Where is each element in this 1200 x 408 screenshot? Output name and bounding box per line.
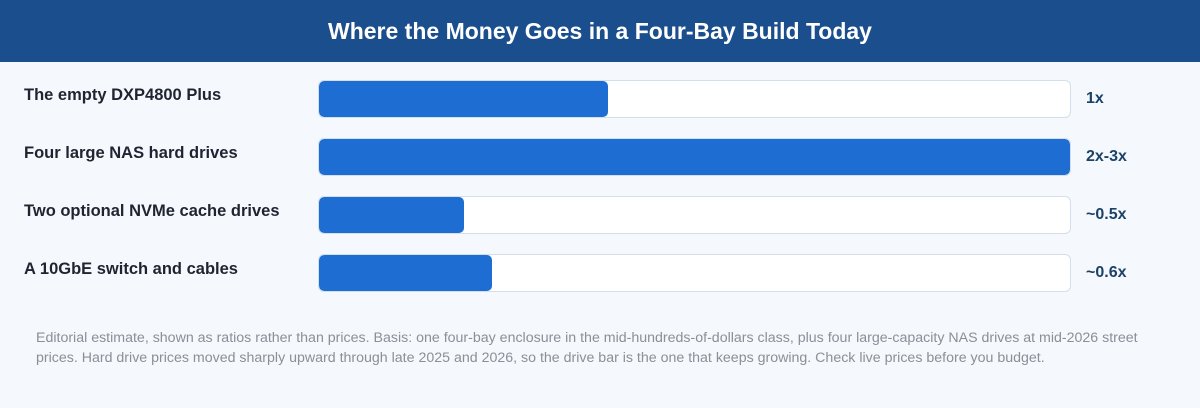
chart-title: Where the Money Goes in a Four-Bay Build… — [328, 17, 872, 44]
bar-category-label: A 10GbE switch and cables — [24, 260, 238, 278]
bar — [319, 139, 1070, 175]
bar — [319, 255, 493, 291]
bar-track — [318, 196, 1071, 234]
footnote: Editorial estimate, shown as ratios rath… — [36, 330, 1138, 366]
bar-category-label: Four large NAS hard drives — [24, 144, 238, 162]
bar — [319, 81, 609, 117]
bar-category-label: The empty DXP4800 Plus — [24, 86, 222, 104]
bar-chart: The empty DXP4800 Plus 1x Four large NAS h… — [0, 62, 1200, 312]
bar-value-label: 2x-3x — [1086, 148, 1127, 165]
bar-category-label: Two optional NVMe cache drives — [24, 202, 280, 220]
bar-track — [318, 254, 1071, 292]
bar-track — [318, 138, 1071, 176]
bar-track — [318, 80, 1071, 118]
bar-value-label: ~0.5x — [1086, 206, 1127, 223]
bar-value-label: ~0.6x — [1086, 264, 1127, 281]
chart-header: Where the Money Goes in a Four-Bay Build… — [0, 0, 1200, 62]
bar-value-label: 1x — [1086, 90, 1104, 107]
bar — [319, 197, 464, 233]
